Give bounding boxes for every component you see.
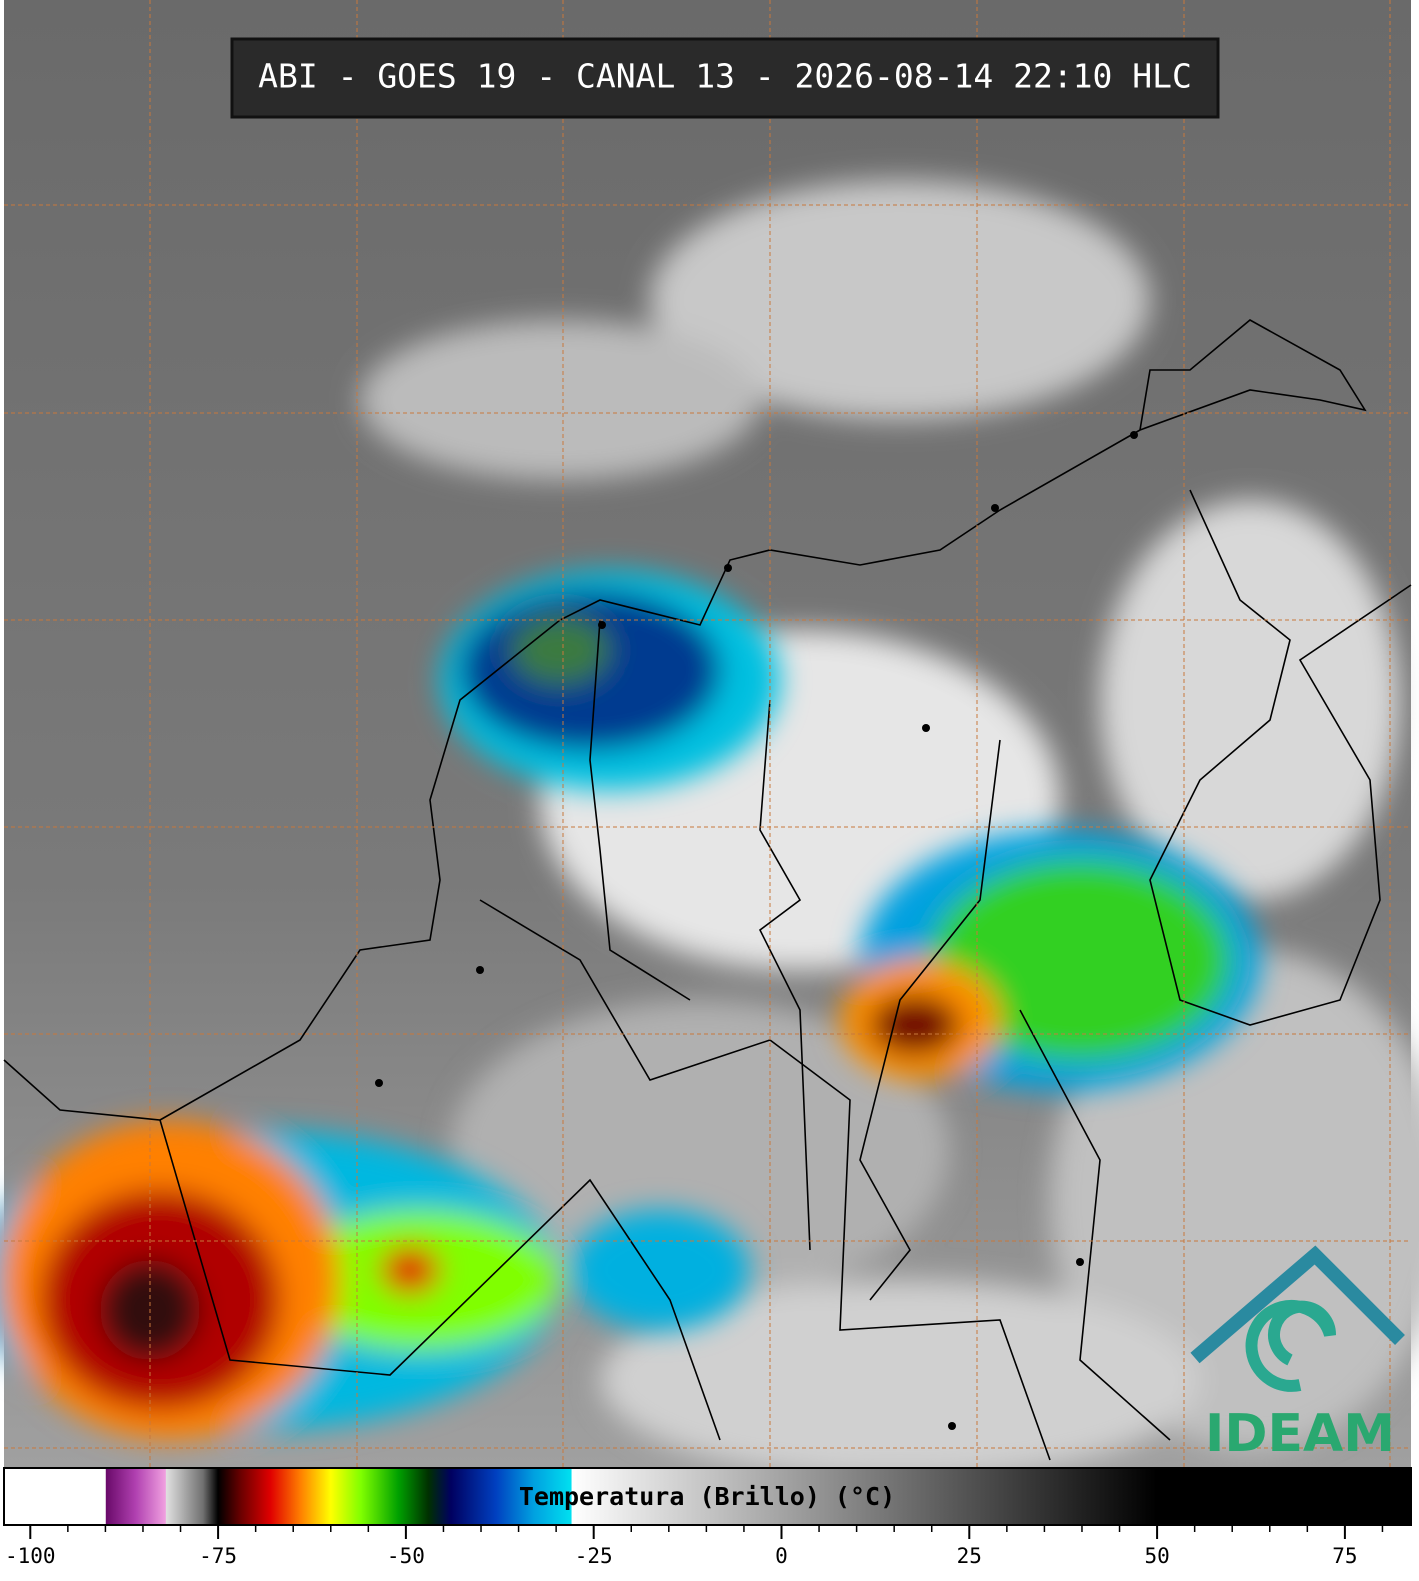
tick-label: 75 [1332, 1544, 1357, 1568]
colorbar-frame [3, 1467, 1412, 1526]
tick-label: -100 [5, 1544, 56, 1568]
cities [375, 431, 1138, 1430]
logo-text: IDEAM [1205, 1404, 1395, 1464]
graticule [4, 0, 1411, 1468]
logo: IDEAM [1190, 1245, 1405, 1464]
tick-label: 0 [775, 1544, 788, 1568]
colorbar-label: Temperatura (Brillo) (°C) [519, 1482, 895, 1511]
tick-label: 25 [957, 1544, 982, 1568]
title-box [230, 37, 1220, 119]
tick-label: 50 [1144, 1544, 1169, 1568]
tick-label: -50 [387, 1544, 425, 1568]
coastlines [3, 319, 1412, 1461]
colorbar [4, 1468, 1411, 1525]
tick-label: -25 [575, 1544, 613, 1568]
title: ABI - GOES 19 - CANAL 13 - 2026-08-14 22… [258, 57, 1192, 96]
tick-label: -75 [199, 1544, 237, 1568]
convective-cells [0, 570, 1260, 1440]
